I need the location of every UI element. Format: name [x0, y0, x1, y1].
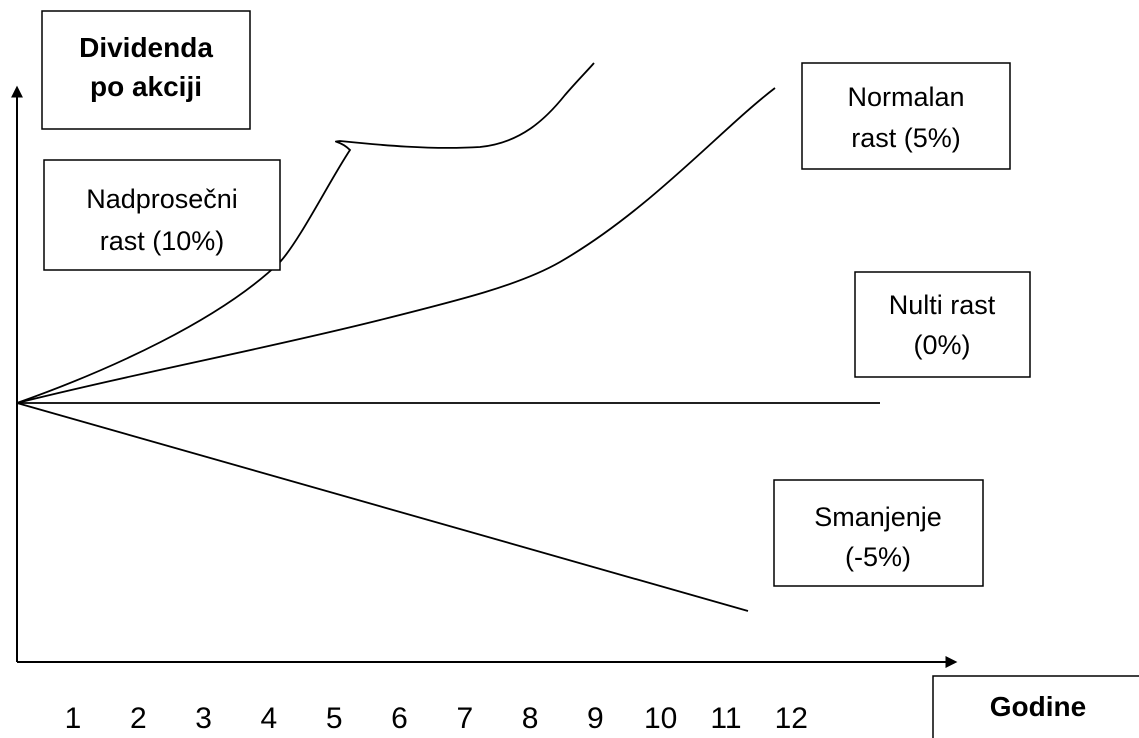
series-label-normal: Normalan rast (5%): [801, 62, 1011, 170]
x-tick-label: 7: [456, 702, 473, 735]
series-label-above-average-line-2: rast (10%): [100, 226, 225, 256]
x-axis-label: Godine: [990, 691, 1086, 722]
x-tick-label: 12: [775, 702, 808, 735]
series-label-normal-line-2: rast (5%): [851, 123, 961, 153]
x-axis-label-box: Godine: [932, 675, 1139, 738]
series-label-decline-line-1: Smanjenje: [814, 502, 942, 532]
x-tick-label: 2: [130, 702, 147, 735]
series-label-normal-line-1: Normalan: [847, 82, 964, 112]
series-label-above-average-line-1: Nadprosečni: [86, 184, 238, 214]
series-label-zero: Nulti rast (0%): [854, 271, 1031, 378]
series-line-normal: [16, 87, 776, 404]
series-label-zero-line-2: (0%): [913, 330, 970, 360]
x-tick-label: 5: [326, 702, 343, 735]
y-axis-label-line-2: po akciji: [90, 71, 202, 102]
series-label-zero-line-1: Nulti rast: [889, 290, 996, 320]
x-tick-label: 9: [587, 702, 604, 735]
x-tick-label: 4: [261, 702, 278, 735]
y-axis-label-box: Dividenda po akciji: [41, 10, 251, 130]
x-tick-label: 1: [65, 702, 82, 735]
x-tick-labels: 1 2 3 4 5 6 7 8 9 10 11 12: [65, 702, 808, 735]
y-axis-label-line-1: Dividenda: [79, 32, 213, 63]
series-line-decline: [16, 402, 749, 612]
series-line-above-average: [16, 62, 595, 404]
x-tick-label: 3: [195, 702, 212, 735]
series-label-above-average: Nadprosečni rast (10%): [43, 159, 281, 271]
x-tick-label: 10: [644, 702, 677, 735]
x-tick-label: 8: [522, 702, 539, 735]
series-label-decline: Smanjenje (-5%): [773, 479, 984, 587]
x-tick-label: 6: [391, 702, 408, 735]
series-label-decline-line-2: (-5%): [845, 542, 911, 572]
x-tick-label: 11: [710, 702, 741, 735]
